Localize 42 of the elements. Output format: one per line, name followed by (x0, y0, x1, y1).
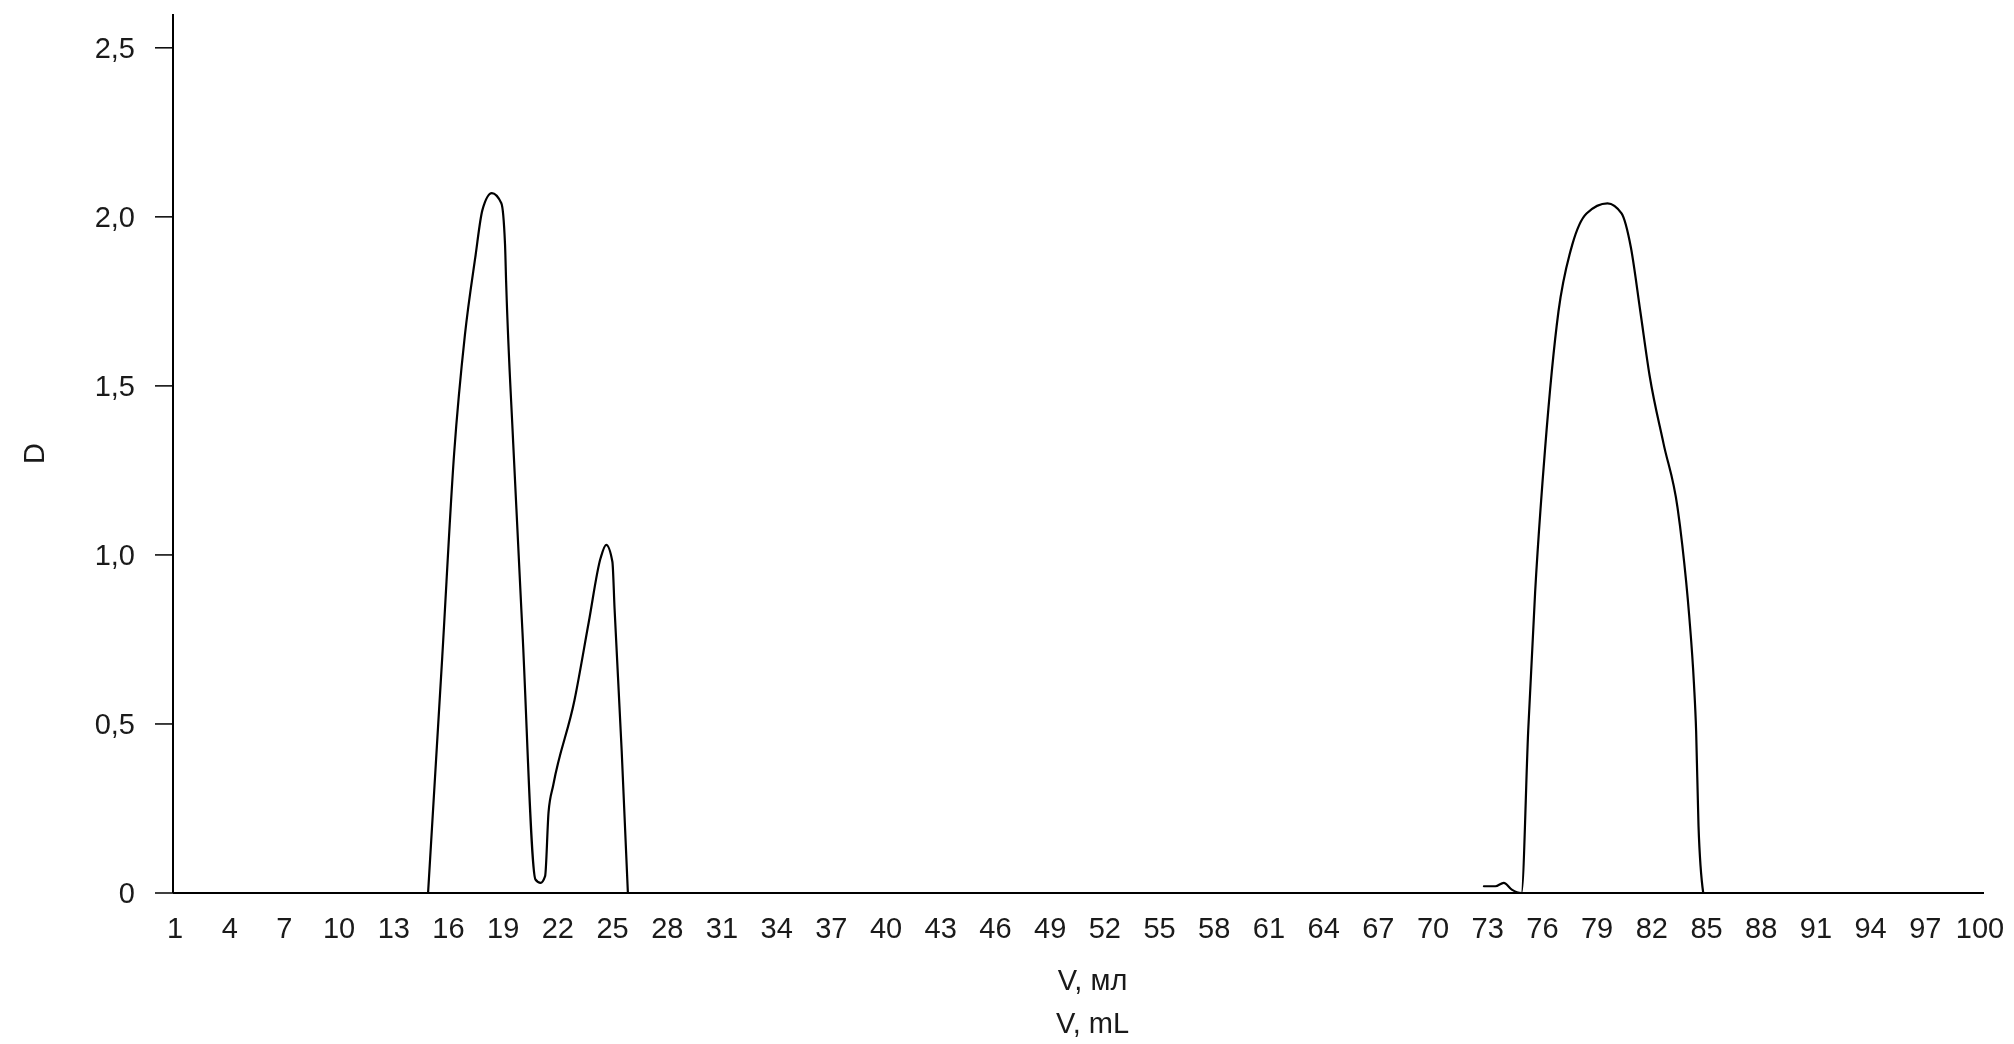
x-tick-label: 97 (1909, 912, 1942, 944)
x-tick-label: 25 (596, 912, 629, 944)
x-tick-label: 82 (1635, 912, 1668, 944)
x-tick-label: 73 (1471, 912, 1504, 944)
x-tick-label: 40 (869, 912, 903, 944)
x-tick-label: 67 (1362, 912, 1395, 944)
x-tick-label: 76 (1526, 912, 1559, 944)
y-tick-label: 2,5 (94, 31, 135, 64)
y-tick-label: 1,0 (94, 538, 135, 571)
x-tick-label: 61 (1252, 912, 1286, 944)
x-tick-label: 4 (221, 912, 238, 944)
y-tick-label: 0,5 (94, 707, 135, 740)
x-tick-label: 1 (166, 912, 184, 944)
x-tick-label: 37 (815, 912, 848, 944)
x-tick-label: 46 (979, 912, 1012, 944)
x-tick-label: 100 (1955, 912, 2005, 944)
x-tick-label: 55 (1143, 912, 1176, 944)
y-axis-title: D (18, 443, 50, 464)
x-tick-label: 19 (487, 912, 520, 944)
y-tick-label: 2,0 (94, 200, 135, 233)
x-tick-label: 70 (1416, 912, 1450, 944)
x-tick-label: 10 (322, 912, 356, 944)
x-tick-label: 85 (1690, 912, 1723, 944)
x-tick-label: 94 (1854, 912, 1887, 944)
x-tick-label: 58 (1198, 912, 1231, 944)
x-tick-label: 43 (924, 912, 957, 944)
x-tick-label: 49 (1034, 912, 1067, 944)
x-tick-label: 88 (1745, 912, 1778, 944)
x-tick-label: 7 (276, 912, 293, 944)
x-tick-label: 22 (541, 912, 575, 944)
x-tick-label: 52 (1088, 912, 1121, 944)
x-axis-title: V, мл V, mL (1055, 964, 1130, 1039)
x-tick-label: 28 (651, 912, 684, 944)
x-tick-label: 34 (760, 912, 793, 944)
x-tick-label: 31 (705, 912, 739, 944)
y-tick-label: 0 (118, 877, 135, 909)
y-tick-label: 1,5 (94, 369, 135, 402)
x-tick-label: 16 (432, 912, 465, 944)
x-tick-label: 13 (377, 912, 410, 944)
x-tick-label: 64 (1307, 912, 1340, 944)
x-tick-label: 91 (1799, 912, 1833, 944)
x-tick-label: 79 (1580, 912, 1614, 944)
